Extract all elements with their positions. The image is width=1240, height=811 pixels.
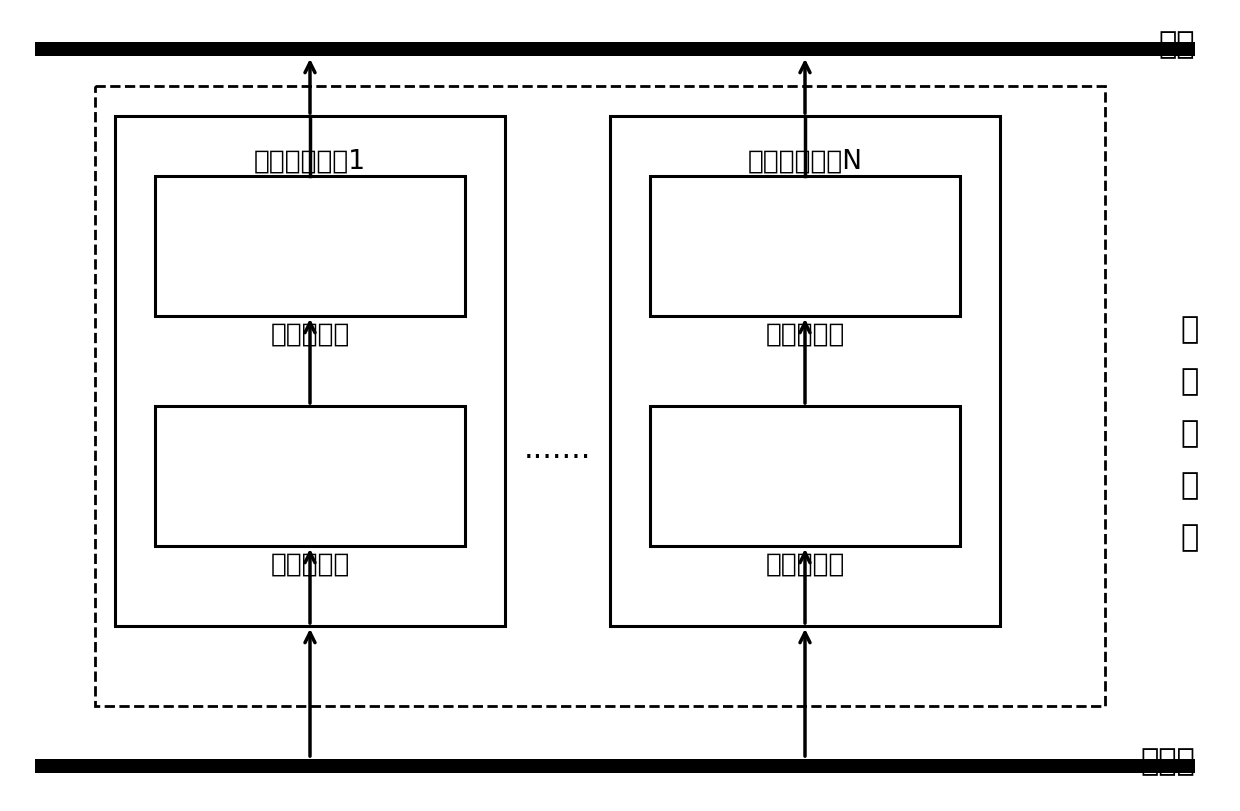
Text: 电能变换器: 电能变换器 bbox=[270, 552, 350, 578]
Text: 电能变换器: 电能变换器 bbox=[765, 552, 844, 578]
Bar bbox=[650, 406, 960, 546]
Text: 电能变换装置1: 电能变换装置1 bbox=[254, 149, 366, 175]
Bar bbox=[35, 759, 1195, 773]
Text: 电能变换装置N: 电能变换装置N bbox=[748, 149, 863, 175]
Bar bbox=[35, 42, 1195, 56]
Bar bbox=[610, 116, 999, 626]
Bar bbox=[155, 406, 465, 546]
Text: 接触网: 接触网 bbox=[1141, 748, 1195, 776]
Text: 电: 电 bbox=[1180, 471, 1199, 500]
Text: 电网: 电网 bbox=[1158, 31, 1195, 59]
Text: .......: ....... bbox=[523, 436, 590, 465]
Bar bbox=[115, 116, 505, 626]
Bar bbox=[650, 176, 960, 316]
Text: 引: 引 bbox=[1180, 367, 1199, 397]
Text: 所: 所 bbox=[1180, 523, 1199, 552]
Text: 变: 变 bbox=[1180, 419, 1199, 448]
Text: 单相变压器: 单相变压器 bbox=[765, 322, 844, 348]
Text: 单相变压器: 单相变压器 bbox=[270, 322, 350, 348]
Bar bbox=[155, 176, 465, 316]
Bar bbox=[95, 86, 1105, 706]
Text: 牵: 牵 bbox=[1180, 315, 1199, 345]
